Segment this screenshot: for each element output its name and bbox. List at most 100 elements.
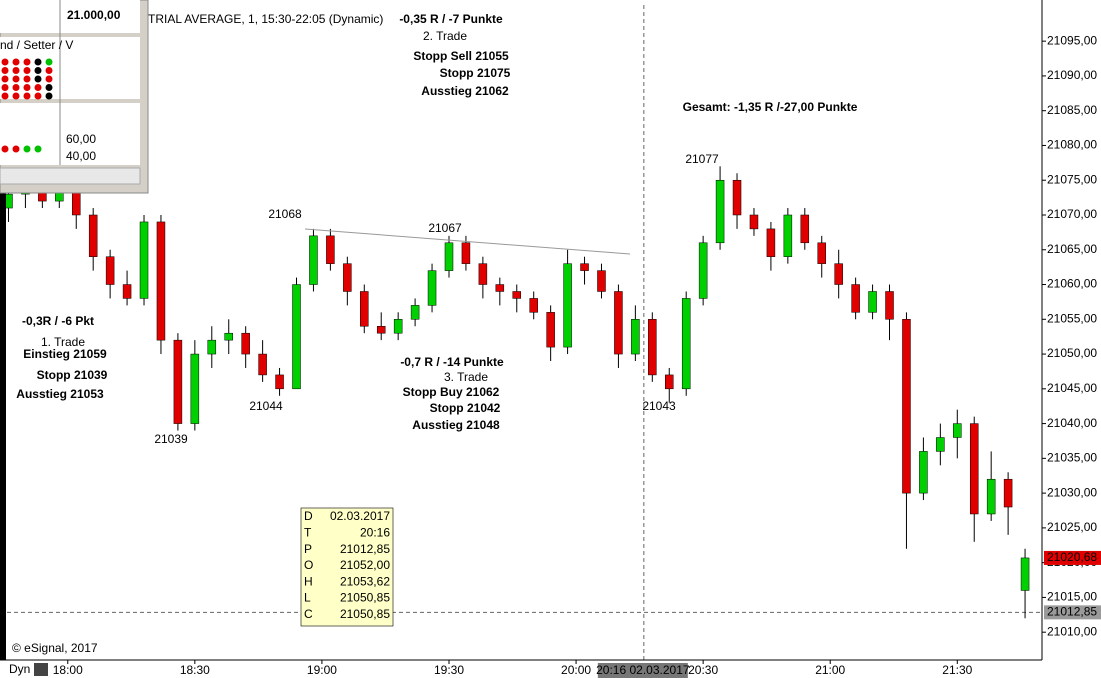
candle-body xyxy=(969,423,979,515)
candle-body xyxy=(715,179,725,244)
candle-body xyxy=(902,319,911,494)
info-key: P xyxy=(304,542,312,556)
annotation: -0,7 R / -14 Punkte xyxy=(400,355,504,369)
annotation: Stopp Sell 21055 xyxy=(413,49,509,63)
panel-lower: 40,00 xyxy=(66,149,96,163)
panel-dot xyxy=(12,84,20,91)
x-tick-label: 21:30 xyxy=(942,663,972,677)
annotation: 21039 xyxy=(154,432,188,446)
candle-body xyxy=(105,256,115,285)
x-tick-label: 19:30 xyxy=(434,663,464,677)
candle-body xyxy=(444,242,454,271)
candle-body xyxy=(868,291,877,313)
candle-body xyxy=(275,374,284,390)
candle-body xyxy=(292,284,301,390)
candle-body xyxy=(326,235,335,264)
candle-body xyxy=(241,332,250,355)
panel-dot xyxy=(1,75,9,83)
info-box xyxy=(300,507,394,627)
annotation: Ausstieg 21062 xyxy=(421,84,509,98)
candle-body xyxy=(1003,478,1013,508)
panel-dot xyxy=(1,92,9,100)
panel-dot xyxy=(34,58,42,66)
annotation: Ausstieg 21053 xyxy=(16,387,104,401)
y-tick-label: 21015,00 xyxy=(1047,590,1097,604)
y-tick-label: 21010,00 xyxy=(1047,624,1097,638)
y-tick-label: 21025,00 xyxy=(1047,520,1097,534)
dyn-label: Dyn xyxy=(9,662,30,676)
crosshair-time-box xyxy=(597,663,688,678)
candle-body xyxy=(190,353,200,424)
y-tick-label: 21085,00 xyxy=(1047,103,1097,117)
annotation: 3. Trade xyxy=(444,370,488,384)
panel-dot xyxy=(34,92,42,100)
candle-body xyxy=(309,235,318,285)
candle-body xyxy=(953,423,962,438)
y-tick-label: 21055,00 xyxy=(1047,311,1097,325)
left-edge xyxy=(0,190,6,660)
info-key: L xyxy=(304,591,311,605)
annotation: Stopp 21039 xyxy=(37,368,108,382)
trend-line xyxy=(304,228,631,255)
panel-dot xyxy=(1,58,9,66)
panel-dot xyxy=(23,92,31,100)
x-tick-label: 20:00 xyxy=(561,663,591,677)
candle-body xyxy=(88,214,98,257)
candle-body xyxy=(410,305,420,320)
candle-body xyxy=(919,451,928,494)
info-key: C xyxy=(304,607,313,621)
panel-price: 21.000,00 xyxy=(67,8,121,22)
info-value: 21012,85 xyxy=(340,542,390,556)
candle-body xyxy=(546,312,555,348)
candle-body xyxy=(122,284,132,299)
annotation: 21044 xyxy=(249,399,283,413)
y-tick-label: 21090,00 xyxy=(1047,68,1097,82)
candle-body xyxy=(665,374,674,390)
annotation: 21077 xyxy=(685,152,719,166)
chart-title: TRIAL AVERAGE, 1, 15:30-22:05 (Dynamic) xyxy=(148,12,383,26)
panel-dot xyxy=(12,58,20,66)
annotation: 21043 xyxy=(642,399,676,413)
info-value: 21052,00 xyxy=(340,558,390,572)
y-tick-label: 21030,00 xyxy=(1047,485,1097,499)
panel-dot xyxy=(12,92,20,100)
info-value: 02.03.2017 xyxy=(330,509,390,523)
candle-body xyxy=(936,437,945,452)
panel-dot xyxy=(23,75,31,83)
candle-body xyxy=(817,242,826,264)
annotation: Ausstieg 21048 xyxy=(412,418,500,432)
x-tick-label: 20:30 xyxy=(688,663,718,677)
x-tick-label: 21:00 xyxy=(815,663,845,677)
scrollbar[interactable] xyxy=(0,167,141,185)
panel-dot xyxy=(1,145,9,153)
candle-body xyxy=(563,263,572,348)
candle-body xyxy=(495,284,505,292)
candle-body xyxy=(156,221,166,341)
annotation: Stopp 21042 xyxy=(430,401,501,415)
panel-dot xyxy=(45,84,53,91)
info-key: T xyxy=(304,525,312,539)
candle-body xyxy=(631,319,640,355)
panel-dot xyxy=(45,75,53,83)
candle-body xyxy=(173,339,183,424)
panel-pane xyxy=(0,37,140,99)
info-key: D xyxy=(304,509,313,523)
annotation: Stopp 21075 xyxy=(440,66,511,80)
dyn-icon xyxy=(34,663,48,676)
info-value: 21050,85 xyxy=(340,607,390,621)
candle-body xyxy=(1020,557,1030,591)
panel-dot xyxy=(45,58,53,66)
candle-body xyxy=(393,319,403,334)
candle-body xyxy=(681,298,691,390)
y-tick-label: 21040,00 xyxy=(1047,416,1097,430)
crosshair-price-box xyxy=(1044,605,1101,620)
info-value: 20:16 xyxy=(360,525,390,539)
candle-body xyxy=(580,263,589,271)
x-tick-label: 18:00 xyxy=(53,663,83,677)
candle-body xyxy=(343,263,352,292)
candle-body xyxy=(360,291,369,327)
overlay-panel: 21.000,00 nd / Setter / V 60,00 40,00 xyxy=(0,0,149,194)
y-tick-label: 21075,00 xyxy=(1047,172,1097,186)
candle-body xyxy=(766,228,776,257)
